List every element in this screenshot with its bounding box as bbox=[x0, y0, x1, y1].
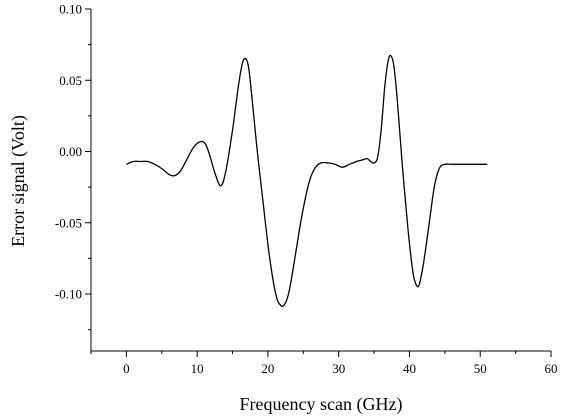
x-tick-label: 10 bbox=[191, 361, 204, 376]
x-tick-label: 0 bbox=[123, 361, 130, 376]
axes bbox=[90, 9, 551, 352]
series-line-0 bbox=[126, 54, 488, 307]
plot-area bbox=[126, 54, 488, 307]
x-axis-title: Frequency scan (GHz) bbox=[240, 394, 403, 415]
x-tick-label: 20 bbox=[261, 361, 274, 376]
y-axis-title: Error signal (Volt) bbox=[8, 115, 29, 247]
y-tick-label: 0.00 bbox=[59, 144, 82, 159]
y-tick-label: -0.05 bbox=[55, 215, 82, 230]
x-tick-label: 30 bbox=[332, 361, 345, 376]
x-tick-label: 50 bbox=[474, 361, 487, 376]
y-tick-label: 0.05 bbox=[59, 73, 82, 88]
ticks: 0 10 20 30 40 50 60 -0.10 -0.05 0.00 0.05 0.10 bbox=[55, 2, 558, 377]
y-tick-label: 0.10 bbox=[59, 2, 82, 17]
y-tick-label: -0.10 bbox=[55, 287, 82, 302]
x-tick-label: 40 bbox=[403, 361, 416, 376]
x-tick-label: 60 bbox=[545, 361, 558, 376]
